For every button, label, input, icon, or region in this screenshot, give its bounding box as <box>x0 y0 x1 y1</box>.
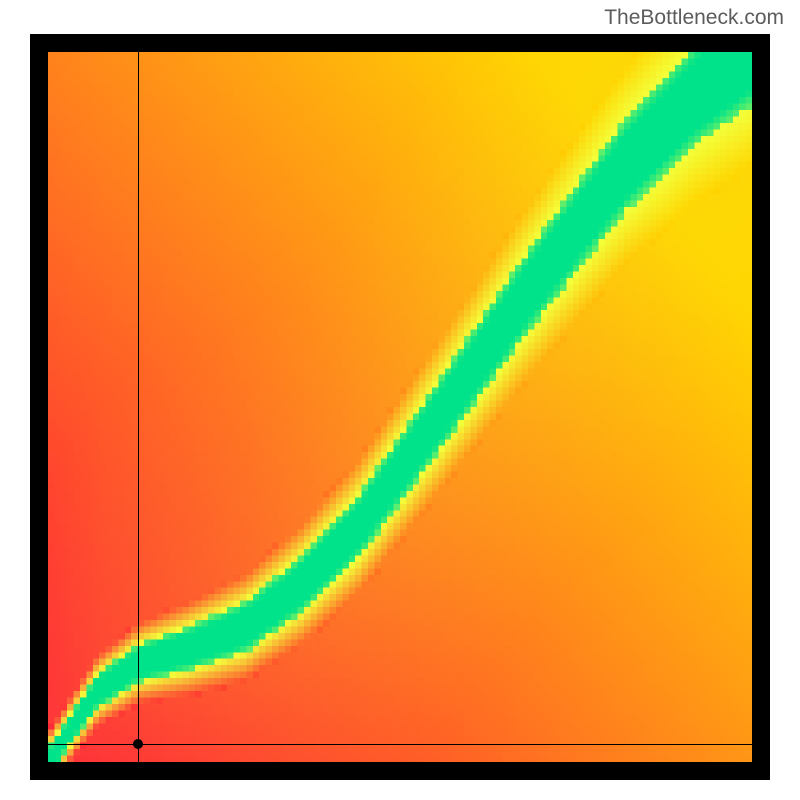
crosshair-vertical <box>138 52 139 762</box>
watermark-text: TheBottleneck.com <box>604 6 784 30</box>
plot-frame <box>30 34 770 780</box>
crosshair-marker <box>133 739 143 749</box>
heatmap-canvas <box>48 52 752 762</box>
crosshair-horizontal <box>48 744 752 745</box>
